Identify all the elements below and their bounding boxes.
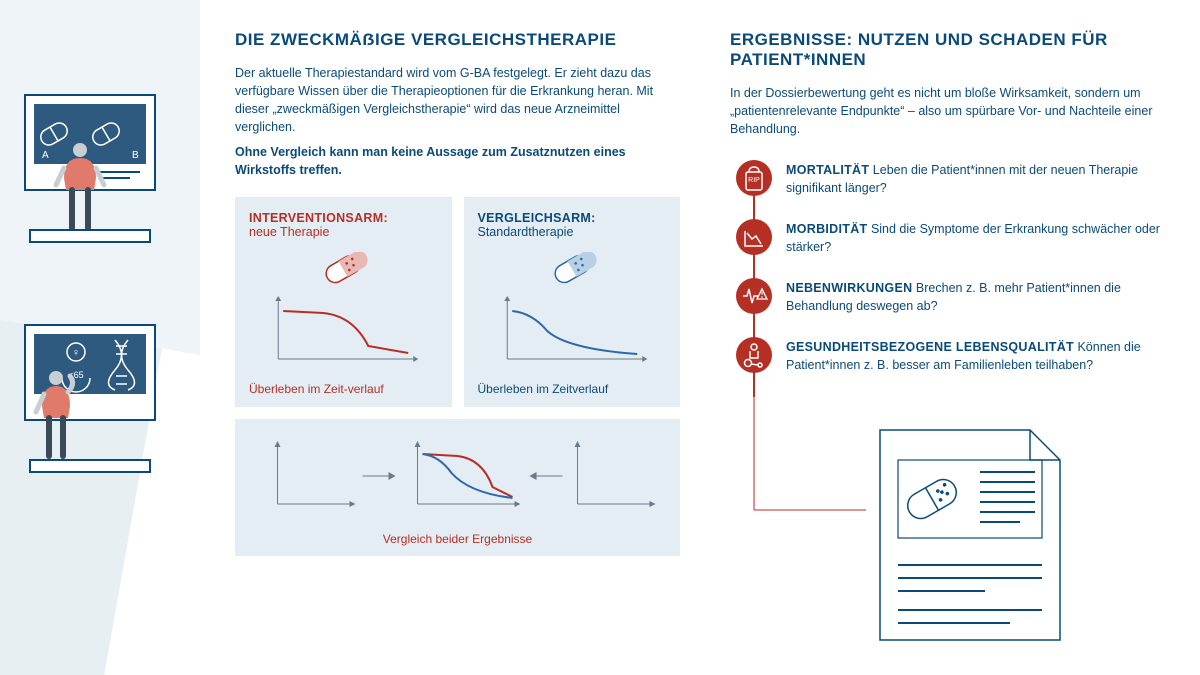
arm-control-caption: Überleben im Zeitverlauf <box>478 382 667 398</box>
arm-control-sub: Standardtherapie <box>478 225 667 239</box>
nebenwirkungen-icon <box>736 278 772 314</box>
endpoint-text: NEBENWIRKUNGEN Brechen z. B. mehr Patien… <box>786 278 1175 315</box>
chart-intervention <box>249 291 438 371</box>
arm-intervention-caption: Überleben im Zeit-verlauf <box>249 382 438 398</box>
left-p2: Ohne Vergleich kann man keine Aussage zu… <box>235 143 680 179</box>
svg-text:RIP: RIP <box>748 177 760 184</box>
chart-compare <box>249 431 666 521</box>
pill-red-icon <box>318 252 368 286</box>
lebensqualitaet-icon <box>736 337 772 373</box>
document-illustration <box>870 420 1070 655</box>
endpoint-mortalitaet: RIP MORTALITÄT Leben die Patient*innen mi… <box>736 160 1175 197</box>
svg-text:♀: ♀ <box>72 347 80 359</box>
endpoint-text: MORTALITÄT Leben die Patient*innen mit d… <box>786 160 1175 197</box>
arm-control-title: VERGLEICHSARM: <box>478 211 667 225</box>
endpoint-morbiditaet: MORBIDITÄT Sind die Symptome der Erkrank… <box>736 219 1175 256</box>
chart-control <box>478 291 667 371</box>
endpoint-nebenwirkungen: NEBENWIRKUNGEN Brechen z. B. mehr Patien… <box>736 278 1175 315</box>
arm-intervention: INTERVENTIONSARM: neue Therapie <box>235 197 452 408</box>
right-p1: In der Dossierbewertung geht es nicht um… <box>730 84 1175 138</box>
endpoint-lebensqualitaet: GESUNDHEITSBEZOGENE LEBENSQUALITÄT Könne… <box>736 337 1175 374</box>
endpoint-text: GESUNDHEITSBEZOGENE LEBENSQUALITÄT Könne… <box>786 337 1175 374</box>
heading-right: ERGEBNISSE: NUTZEN UND SCHADEN FÜR PATIE… <box>730 30 1175 70</box>
illustration-pills-board: A B <box>20 90 160 250</box>
arm-control: VERGLEICHSARM: Standardtherapie <box>464 197 681 408</box>
compare-panel: Vergleich beider Ergebnisse <box>235 419 680 556</box>
col-ergebnisse: ERGEBNISSE: NUTZEN UND SCHADEN FÜR PATIE… <box>730 30 1175 556</box>
col-vergleichstherapie: DIE ZWECKMÄẞIGE VERGLEICHSTHERAPIE Der a… <box>235 30 680 556</box>
heading-left: DIE ZWECKMÄẞIGE VERGLEICHSTHERAPIE <box>235 30 680 50</box>
morbiditaet-icon <box>736 219 772 255</box>
illustration-factors-board: ♀ <65 <box>20 320 160 480</box>
endpoint-text: MORBIDITÄT Sind die Symptome der Erkrank… <box>786 219 1175 256</box>
arm-intervention-sub: neue Therapie <box>249 225 438 239</box>
arm-intervention-title: INTERVENTIONSARM: <box>249 211 438 225</box>
label-b: B <box>132 150 139 161</box>
mortalitaet-icon: RIP <box>736 160 772 196</box>
pill-blue-icon <box>547 252 597 286</box>
left-p1: Der aktuelle Therapiestandard wird vom G… <box>235 64 680 137</box>
label-a: A <box>42 150 49 161</box>
compare-caption: Vergleich beider Ergebnisse <box>249 532 666 548</box>
